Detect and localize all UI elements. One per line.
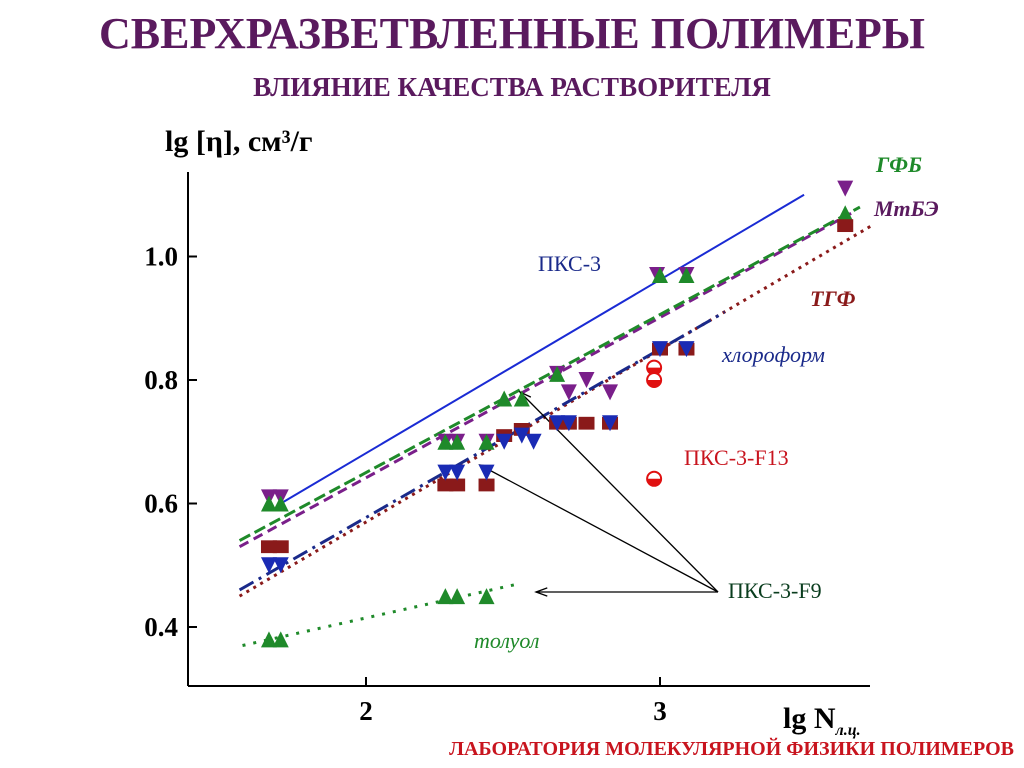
data-point [602, 415, 619, 432]
data-point [578, 416, 595, 430]
data-point [272, 540, 289, 554]
label-chloroform: хлороформ [722, 342, 825, 367]
y-tick-label: 0.6 [144, 489, 178, 519]
data-point [513, 390, 530, 407]
data-point [678, 267, 695, 284]
data-point [525, 433, 542, 450]
data-point [437, 588, 454, 605]
y-tick-label: 0.4 [144, 612, 178, 642]
data-point-fill [647, 380, 662, 388]
data-point [272, 557, 289, 574]
fit-line-chloroform [238, 310, 726, 592]
x-axis-label: lg Nл.ц. [783, 702, 861, 740]
data-point [678, 341, 695, 358]
fit-line-tgf [238, 224, 873, 598]
label-tgf: ТГФ [810, 286, 856, 311]
data-point [602, 384, 619, 401]
data-point [478, 433, 495, 450]
label-toluene: толуол [474, 628, 540, 653]
data-point [560, 415, 577, 432]
data-point [260, 495, 277, 512]
x-axis-label-main: lg N [783, 702, 836, 735]
data-point [496, 390, 513, 407]
data-point [837, 205, 854, 222]
data-point [449, 588, 466, 605]
data-point [549, 365, 566, 382]
data-point [272, 495, 289, 512]
data-point [513, 427, 530, 444]
data-point-fill [647, 478, 662, 486]
fit-line-pks3_ref [280, 193, 805, 505]
label-gfb: ГФБ [876, 152, 922, 177]
y-tick-label: 0.8 [144, 365, 178, 395]
label-mtbe: МтБЭ [874, 196, 939, 221]
data-point [272, 631, 289, 648]
data-point [260, 557, 277, 574]
data-point [560, 384, 577, 401]
y-axis-label: lg [η], см³/г [165, 125, 313, 158]
x-tick-label: 2 [359, 696, 373, 726]
f9-pointer-line [479, 464, 719, 593]
data-point [449, 464, 466, 481]
label-pks3: ПКС-3 [538, 251, 602, 276]
data-point [496, 433, 513, 450]
lab-footer: ЛАБОРАТОРИЯ МОЛЕКУЛЯРНОЙ ФИЗИКИ ПОЛИМЕРО… [449, 738, 1014, 760]
data-point [437, 433, 454, 450]
f9-pointer-arrowhead [534, 587, 548, 597]
data-point [449, 433, 466, 450]
data-point [837, 219, 854, 233]
data-point [437, 464, 454, 481]
fit-line-gfb [238, 211, 852, 549]
data-point [478, 478, 495, 492]
data-point [478, 588, 495, 605]
slide-title: СВЕРХРАЗВЕТВЛЕННЫЕ ПОЛИМЕРЫ [98, 9, 925, 58]
data-point [837, 180, 854, 197]
data-point [652, 341, 668, 358]
data-point [549, 415, 566, 432]
data-point [652, 267, 668, 284]
data-point [449, 478, 466, 492]
y-tick-label: 1.0 [144, 242, 178, 272]
label-pks3-f9: ПКС-3-F9 [728, 578, 822, 603]
x-tick-label: 3 [653, 696, 667, 726]
fit-line-mtbe [238, 205, 861, 542]
label-pks3-f13: ПКС-3-F13 [684, 445, 789, 470]
data-point [578, 372, 595, 388]
data-point [478, 464, 495, 481]
x-axis-label-sub: л.ц. [835, 722, 861, 739]
slide-subtitle: ВЛИЯНИЕ КАЧЕСТВА РАСТВОРИТЕЛЯ [253, 72, 771, 102]
data-point [260, 631, 277, 648]
